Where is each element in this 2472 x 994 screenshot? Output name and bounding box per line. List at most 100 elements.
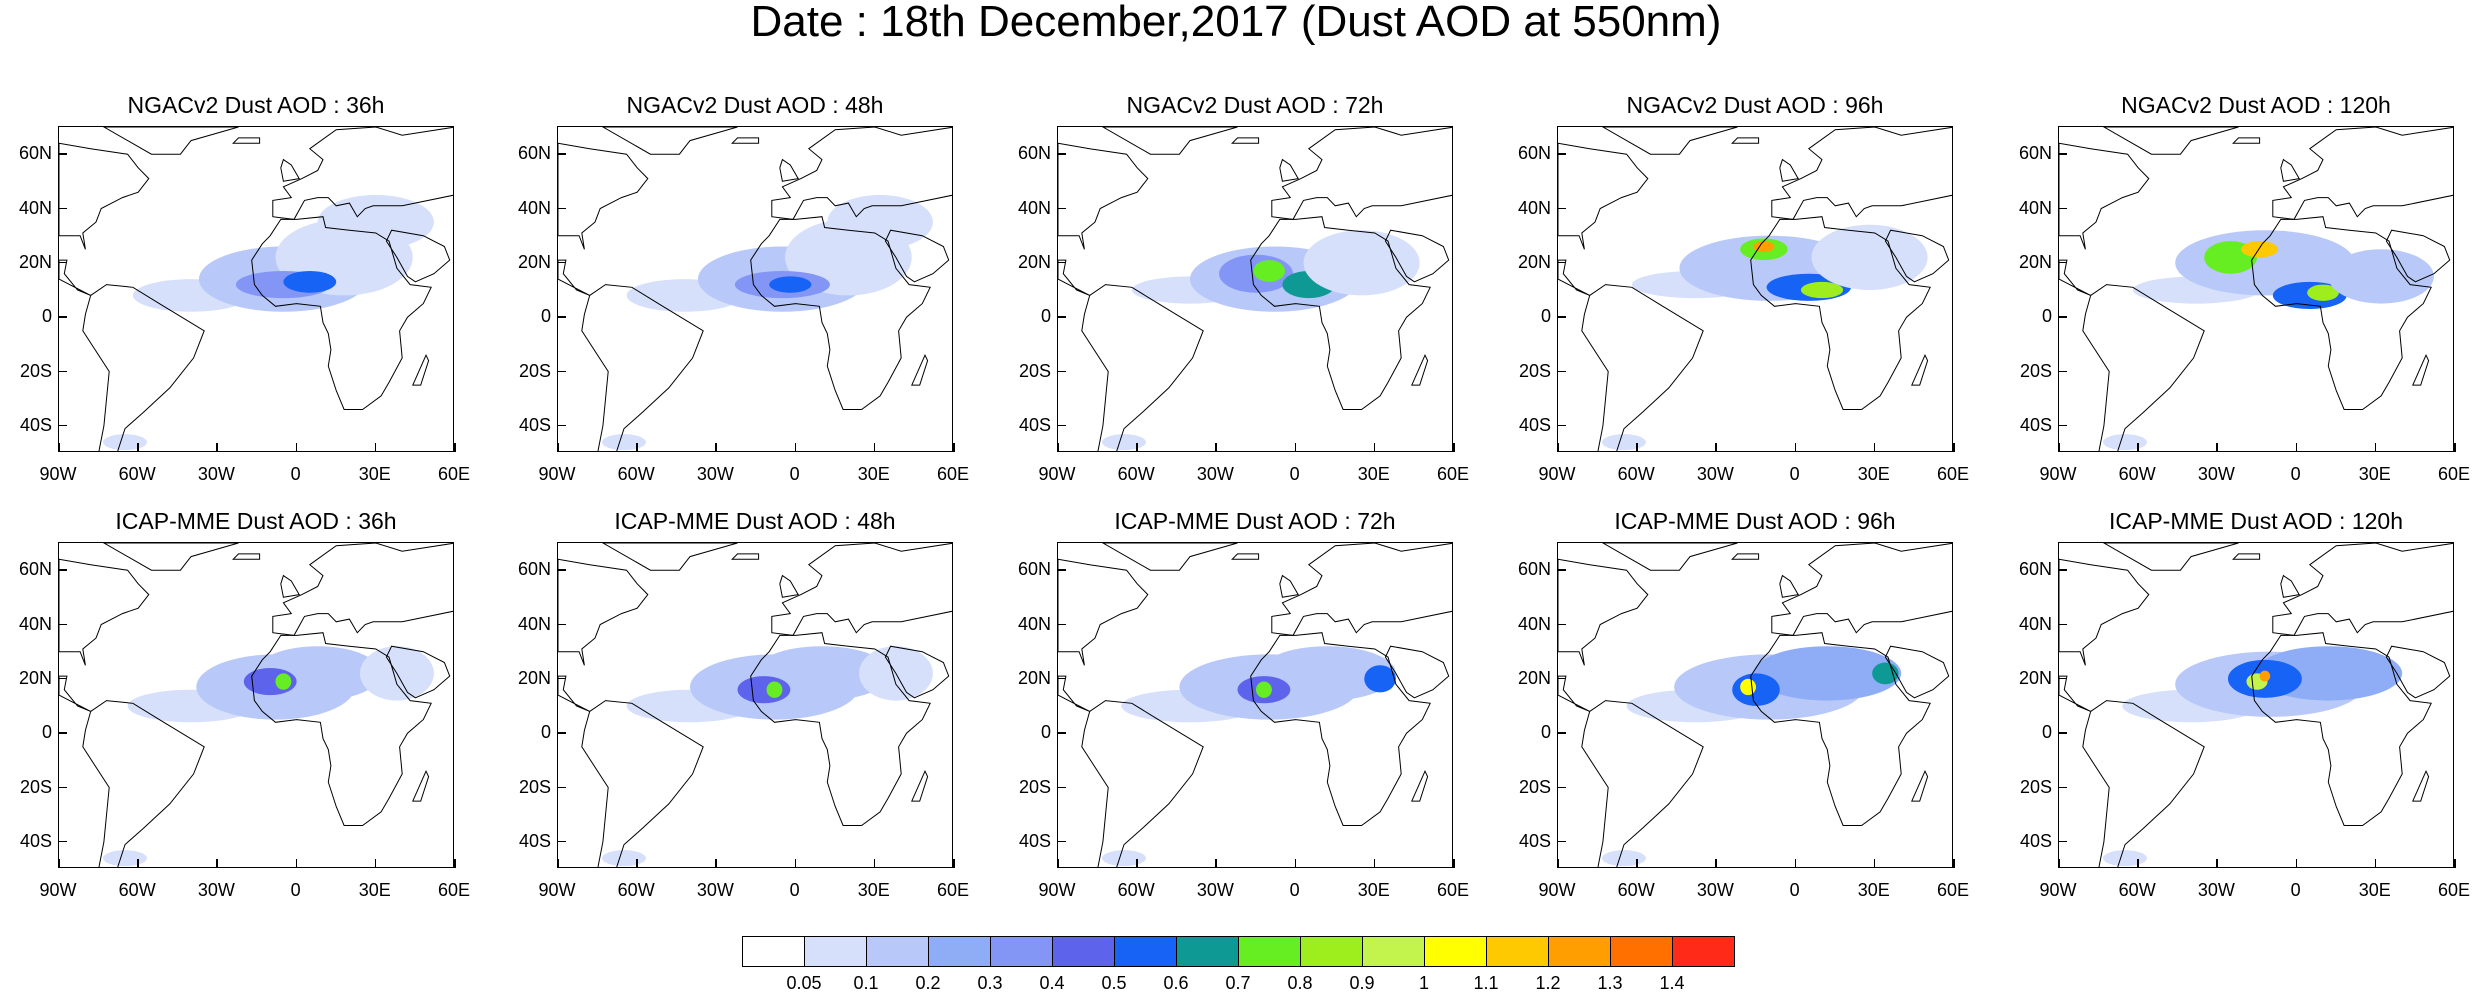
lat-tick bbox=[1057, 677, 1066, 680]
lon-tick-label: 0 bbox=[290, 464, 301, 484]
dust-aod-contour bbox=[317, 194, 434, 250]
lat-tick-label: 20S bbox=[19, 360, 52, 381]
lat-tick-label: 40S bbox=[2019, 830, 2052, 851]
lon-tick-label: 30E bbox=[2358, 880, 2391, 900]
coastline bbox=[1279, 158, 1299, 182]
lat-tick-label: 40N bbox=[1017, 613, 1051, 634]
lat-tick bbox=[557, 786, 566, 788]
coastline bbox=[2280, 574, 2300, 598]
coastline bbox=[884, 645, 950, 699]
lat-tick-label: 60N bbox=[2018, 143, 2052, 164]
coastline bbox=[1731, 553, 1760, 560]
lon-tick-label: 60W bbox=[2118, 880, 2156, 900]
dust-aod-contour bbox=[1602, 434, 1646, 451]
lon-tick bbox=[2216, 443, 2218, 452]
lon-tick bbox=[1636, 859, 1638, 868]
coastline bbox=[1779, 574, 1799, 598]
lat-tick-label: 40N bbox=[517, 197, 551, 218]
coastline bbox=[2385, 645, 2451, 699]
lat-tick-label: 40N bbox=[18, 197, 52, 218]
dust-aod-contour bbox=[1732, 673, 1780, 706]
lon-tick bbox=[58, 859, 60, 868]
colorbar-label: 1.3 bbox=[1597, 973, 1623, 993]
lat-tick-label: 20N bbox=[1517, 667, 1551, 688]
lat-tick-label: 40S bbox=[518, 830, 551, 851]
coastline bbox=[412, 354, 430, 386]
map-frame bbox=[2058, 126, 2454, 452]
lon-tick bbox=[2216, 859, 2218, 868]
lon-tick bbox=[557, 443, 559, 452]
dust-aod-contour bbox=[1364, 665, 1396, 693]
colorbar-swatch bbox=[1114, 936, 1177, 967]
lat-tick-label: 40N bbox=[2018, 197, 2052, 218]
coastline bbox=[1581, 284, 1704, 451]
lat-tick bbox=[1057, 623, 1066, 625]
colorbar-swatch bbox=[866, 936, 929, 967]
coastline bbox=[581, 700, 704, 867]
dust-aod-contour bbox=[103, 434, 147, 451]
lat-tick bbox=[2058, 569, 2067, 571]
coastline bbox=[1750, 216, 1931, 410]
coastline bbox=[385, 229, 451, 283]
map-canvas bbox=[1558, 543, 1952, 867]
lat-tick bbox=[1057, 261, 1066, 264]
map-canvas bbox=[1058, 543, 1452, 867]
coastline bbox=[1231, 137, 1260, 144]
lat-tick bbox=[2058, 840, 2067, 843]
lat-tick-label: 20N bbox=[517, 667, 551, 688]
lat-tick-label: 20S bbox=[1018, 360, 1051, 381]
lon-tick-label: 60W bbox=[118, 880, 156, 900]
coastline bbox=[1271, 127, 1452, 220]
colorbar-swatch bbox=[1052, 936, 1115, 967]
coastline bbox=[2059, 259, 2091, 296]
lon-tick bbox=[2058, 443, 2060, 452]
lon-tick bbox=[873, 443, 876, 452]
colorbar-label: 0.3 bbox=[977, 973, 1003, 993]
lat-tick bbox=[1557, 207, 1566, 209]
lon-tick-label: 0 bbox=[2290, 880, 2301, 900]
coastline bbox=[1250, 632, 1431, 826]
coastline bbox=[911, 354, 929, 386]
coastline bbox=[1779, 158, 1799, 182]
lat-tick bbox=[1557, 840, 1566, 843]
lat-tick-label: 0 bbox=[41, 306, 52, 327]
lon-tick-label: 90W bbox=[538, 880, 576, 900]
dust-aod-contour bbox=[1753, 241, 1775, 252]
lat-tick bbox=[1557, 153, 1566, 155]
lat-tick bbox=[1057, 370, 1066, 372]
lon-tick-label: 90W bbox=[1038, 464, 1076, 484]
lon-tick bbox=[1294, 443, 1297, 452]
lat-tick bbox=[2058, 316, 2067, 318]
coastline bbox=[771, 543, 952, 636]
lat-tick bbox=[58, 207, 67, 209]
lat-tick bbox=[58, 623, 67, 625]
lat-tick bbox=[557, 207, 566, 209]
coastline bbox=[1384, 645, 1450, 699]
coastline bbox=[251, 216, 432, 410]
lon-tick-label: 60E bbox=[1936, 880, 1970, 900]
lat-tick bbox=[2058, 732, 2067, 734]
lat-tick-label: 40N bbox=[1517, 197, 1551, 218]
lon-tick bbox=[1557, 443, 1559, 452]
lon-tick bbox=[374, 443, 377, 452]
lon-tick bbox=[1715, 443, 1717, 452]
coastline bbox=[280, 158, 300, 182]
colorbar-label: 0.5 bbox=[1101, 973, 1127, 993]
dust-aod-contour bbox=[1602, 850, 1646, 867]
dust-aod-contour bbox=[1253, 260, 1286, 282]
lon-tick bbox=[2454, 859, 2456, 868]
lat-tick-label: 0 bbox=[2041, 306, 2052, 327]
lon-tick bbox=[715, 859, 717, 868]
lat-tick-label: 20N bbox=[517, 251, 551, 272]
lon-tick bbox=[137, 859, 139, 868]
lat-tick bbox=[1557, 732, 1566, 734]
coastline bbox=[1601, 543, 1738, 571]
lat-tick-label: 0 bbox=[540, 722, 551, 743]
lon-tick-label: 60E bbox=[1436, 464, 1470, 484]
lat-tick-label: 40S bbox=[2019, 414, 2052, 435]
lat-tick-label: 40S bbox=[1518, 414, 1551, 435]
lon-tick-label: 90W bbox=[2039, 880, 2077, 900]
lon-tick-label: 60E bbox=[437, 880, 471, 900]
lat-tick-label: 60N bbox=[1517, 559, 1551, 580]
coastline bbox=[385, 645, 451, 699]
